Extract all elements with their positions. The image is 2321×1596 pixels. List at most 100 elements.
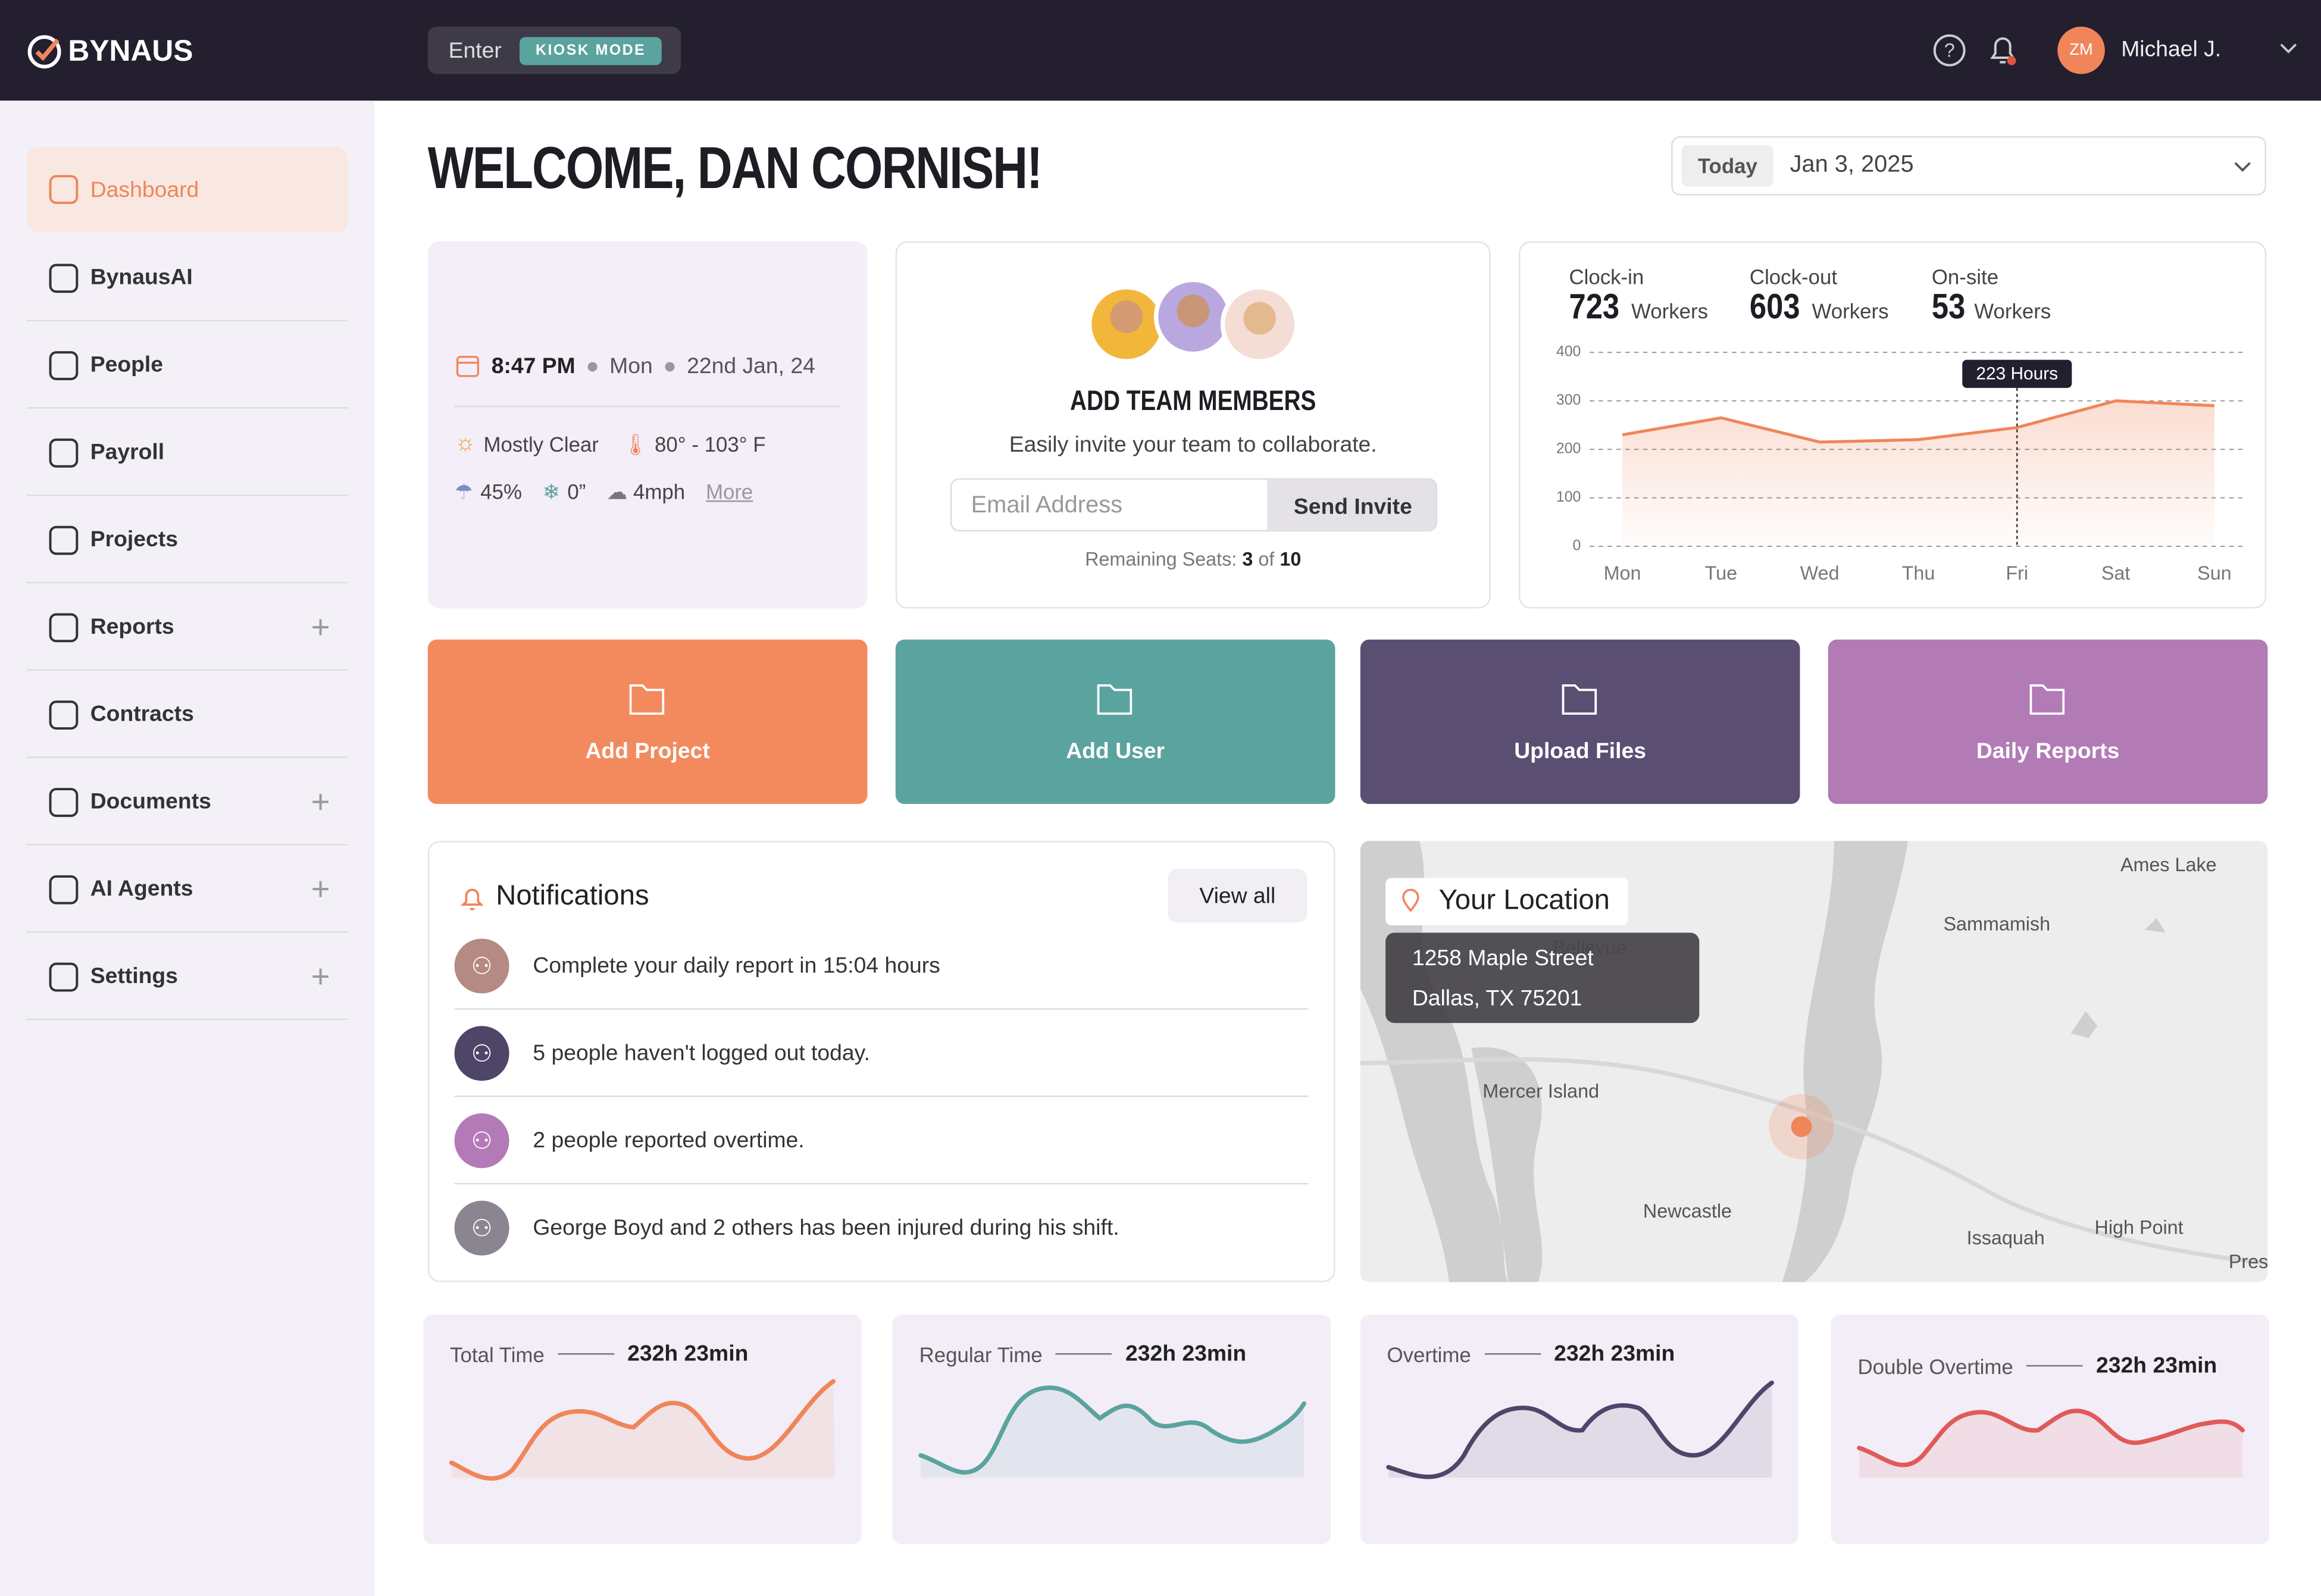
date-picker[interactable]: Today Jan 3, 2025 bbox=[1671, 136, 2266, 196]
email-input[interactable]: Email Address bbox=[971, 493, 1122, 518]
send-invite-button[interactable]: Send Invite bbox=[1267, 480, 1436, 530]
action-icon bbox=[1097, 684, 1133, 715]
nav-icon bbox=[49, 787, 79, 816]
kiosk-button[interactable]: Enter KIOSK MODE bbox=[427, 26, 681, 74]
map-card: Ames LakeSammamishBellevueMercer IslandN… bbox=[1360, 841, 2268, 1282]
time-card-header: Overtime 232h 23min bbox=[1387, 1341, 1675, 1366]
map-label: Pres bbox=[2229, 1251, 2268, 1272]
time-dash bbox=[1056, 1353, 1112, 1355]
nav-item[interactable]: People bbox=[26, 321, 348, 409]
avatars bbox=[1087, 277, 1299, 364]
nav-icon-shape bbox=[49, 437, 79, 467]
nav-divider bbox=[26, 844, 348, 846]
action-icon bbox=[2029, 684, 2065, 715]
more-link[interactable]: More bbox=[705, 480, 753, 503]
help-icon[interactable]: ? bbox=[1932, 33, 1967, 68]
time-card-header: Regular Time 232h 23min bbox=[919, 1341, 1247, 1366]
welcome-title: WELCOME, DAN CORNISH! bbox=[427, 136, 1043, 202]
top-bar bbox=[0, 0, 2321, 101]
action-tile[interactable]: Add User bbox=[895, 639, 1335, 804]
seats-total: 10 bbox=[1280, 547, 1302, 570]
nav-item[interactable]: BynausAI bbox=[26, 234, 348, 321]
action-label: Add User bbox=[1066, 738, 1165, 764]
nav-icon bbox=[49, 962, 79, 991]
x-tick-label: Thu bbox=[1902, 562, 1935, 584]
action-label: Daily Reports bbox=[1976, 738, 2120, 764]
day: Mon bbox=[609, 353, 653, 378]
nav-icon-shape bbox=[49, 175, 79, 204]
address-line: 1258 Maple Street bbox=[1412, 946, 1594, 972]
nav-item[interactable]: Projects bbox=[26, 496, 348, 584]
seats-of: of bbox=[1258, 547, 1275, 570]
time-value: 232h 23min bbox=[1554, 1341, 1675, 1367]
x-tick-label: Wed bbox=[1800, 562, 1840, 584]
hours-chart: 0 100 200 300 400 Mon Tue Wed Thu Fri Sat Sun 223 Ho… bbox=[1556, 343, 2247, 584]
notification-divider bbox=[454, 1008, 1309, 1010]
nav-expand: + bbox=[311, 957, 330, 994]
date-value: Jan 3, 2025 bbox=[1790, 152, 1914, 178]
action-icon bbox=[629, 684, 665, 715]
avatar[interactable]: ZM bbox=[2057, 26, 2105, 74]
nav-icon bbox=[49, 612, 79, 642]
seats-prefix: Remaining Seats: bbox=[1085, 547, 1237, 570]
svg-text:?: ? bbox=[1944, 40, 1955, 61]
x-tick-label: Sat bbox=[2101, 562, 2131, 584]
nav-icon-shape bbox=[49, 787, 79, 816]
action-icon-shape bbox=[1097, 684, 1133, 715]
y-tick-label: 300 bbox=[1556, 392, 1581, 408]
nav-divider bbox=[26, 931, 348, 933]
kiosk-mode: KIOSK MODE bbox=[519, 36, 662, 65]
map-label: Newcastle bbox=[1643, 1200, 1732, 1222]
nav-icon-shape bbox=[49, 612, 79, 642]
notification: ⚇ Complete your daily report in 15:04 hou… bbox=[454, 922, 1309, 1010]
map-label: High Point bbox=[2094, 1217, 2183, 1238]
stat-label: Clock-in bbox=[1569, 265, 1644, 289]
annotation: 223 Hours bbox=[1976, 364, 2058, 383]
invite-form: Email Address Send Invite bbox=[950, 478, 1438, 532]
temperature: 80° - 103° F bbox=[654, 432, 766, 456]
sun-icon: ☼ bbox=[454, 430, 477, 456]
nav-icon bbox=[49, 700, 79, 729]
sparkline bbox=[1386, 1381, 1774, 1479]
stats-card: Clock-in 723 Workers Clock-out 603 Workers On-… bbox=[1518, 241, 2266, 609]
action-label: Add Project bbox=[585, 738, 710, 764]
seats-left: 3 bbox=[1242, 547, 1253, 570]
stat-label: Clock-out bbox=[1749, 265, 1838, 289]
nav-item[interactable]: Contracts bbox=[26, 671, 348, 758]
nav-item[interactable]: Settings + bbox=[26, 932, 348, 1021]
stat-unit: Workers bbox=[1974, 299, 2051, 323]
nav-item[interactable]: Dashboard bbox=[26, 146, 348, 233]
seats: Remaining Seats: 3 of 10 bbox=[897, 548, 1489, 570]
nav-item[interactable]: AI Agents + bbox=[26, 846, 348, 933]
stat: 723 Workers bbox=[1569, 287, 1708, 329]
location-header: Your Location bbox=[1385, 878, 1628, 925]
sparkline-line bbox=[1386, 1381, 1774, 1479]
nav-label: People bbox=[90, 352, 164, 378]
nav-item[interactable]: Documents + bbox=[26, 758, 348, 846]
bell-icon[interactable] bbox=[1984, 31, 2022, 70]
nav-expand: + bbox=[311, 608, 330, 645]
action-tile[interactable]: Upload Files bbox=[1360, 639, 1800, 804]
nav-divider bbox=[26, 756, 348, 758]
view-all-button[interactable]: View all bbox=[1168, 869, 1307, 922]
nav-divider bbox=[26, 320, 348, 321]
sparkline-line bbox=[449, 1379, 836, 1481]
user-chevron[interactable] bbox=[2278, 42, 2299, 57]
action-tile[interactable]: Daily Reports bbox=[1828, 639, 2268, 804]
user-name[interactable]: Michael J. bbox=[2121, 37, 2222, 62]
nav-icon-shape bbox=[49, 263, 79, 292]
y-tick-label: 100 bbox=[1556, 489, 1581, 505]
stat: 53 Workers bbox=[1932, 287, 2051, 329]
nav-expand: + bbox=[311, 869, 330, 907]
y-tick-label: 0 bbox=[1573, 537, 1581, 554]
nav-icon bbox=[49, 437, 79, 467]
nav-item[interactable]: Payroll bbox=[26, 409, 348, 496]
sparkline-line bbox=[918, 1385, 1306, 1475]
action-tile[interactable]: Add Project bbox=[427, 639, 868, 804]
line-series bbox=[1622, 399, 2215, 444]
map-label: Ames Lake bbox=[2120, 854, 2217, 875]
nav-item[interactable]: Reports + bbox=[26, 583, 348, 671]
snow: 0” bbox=[567, 480, 586, 503]
action-icon-shape bbox=[629, 684, 665, 715]
